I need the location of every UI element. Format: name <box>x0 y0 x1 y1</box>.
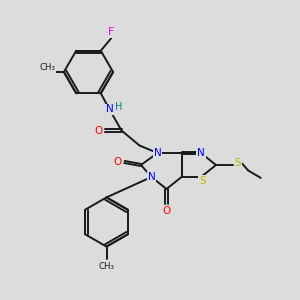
Text: N: N <box>197 148 205 158</box>
Text: O: O <box>113 157 121 167</box>
Text: N: N <box>106 104 113 115</box>
Text: S: S <box>235 158 241 169</box>
Text: CH₃: CH₃ <box>39 63 56 72</box>
Text: N: N <box>154 148 161 158</box>
Text: O: O <box>162 206 171 216</box>
Text: S: S <box>199 176 206 186</box>
Text: F: F <box>108 27 115 37</box>
Text: N: N <box>148 172 155 182</box>
Text: CH₃: CH₃ <box>98 262 115 271</box>
Text: O: O <box>94 125 102 136</box>
Text: H: H <box>116 101 123 112</box>
